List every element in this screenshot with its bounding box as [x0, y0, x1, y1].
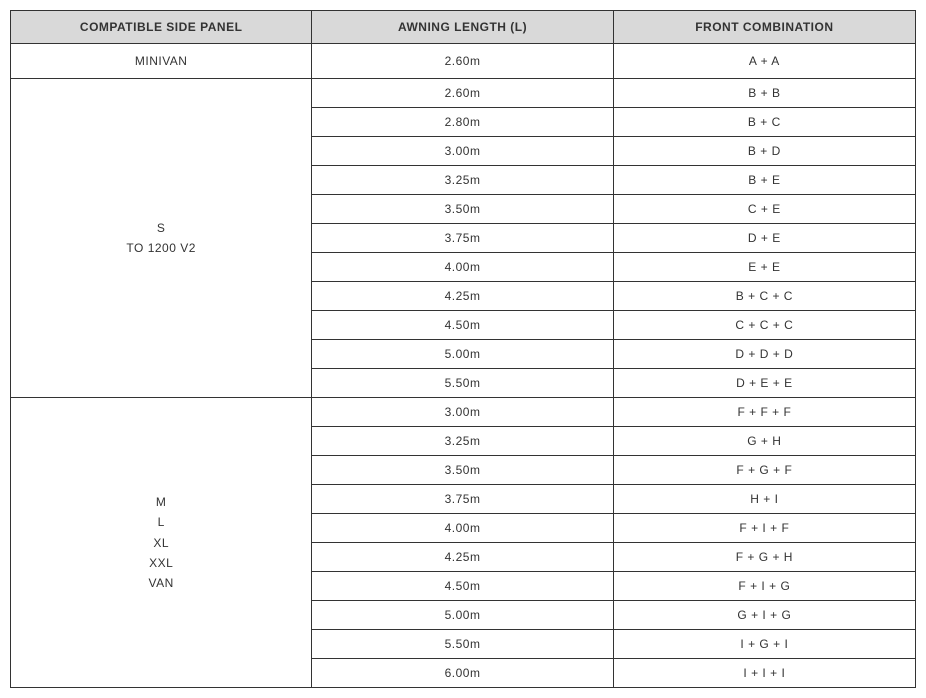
length-cell: 3.00m: [312, 398, 613, 427]
length-cell: 5.50m: [312, 369, 613, 398]
length-cell: 3.50m: [312, 195, 613, 224]
panel-line: XXL: [15, 553, 307, 573]
length-cell: 3.25m: [312, 166, 613, 195]
compatibility-table: COMPATIBLE SIDE PANEL AWNING LENGTH (L) …: [10, 10, 916, 688]
length-cell: 3.50m: [312, 456, 613, 485]
header-length: AWNING LENGTH (L): [312, 11, 613, 44]
table-header-row: COMPATIBLE SIDE PANEL AWNING LENGTH (L) …: [11, 11, 916, 44]
combination-cell: F + I + F: [613, 514, 915, 543]
table-row: MINIVAN2.60mA + A: [11, 44, 916, 79]
combination-cell: D + E: [613, 224, 915, 253]
length-cell: 3.00m: [312, 137, 613, 166]
length-cell: 4.00m: [312, 514, 613, 543]
length-cell: 2.60m: [312, 79, 613, 108]
length-cell: 5.00m: [312, 340, 613, 369]
combination-cell: B + C: [613, 108, 915, 137]
combination-cell: G + I + G: [613, 601, 915, 630]
table-row: STO 1200 V22.60mB + B: [11, 79, 916, 108]
length-cell: 3.75m: [312, 224, 613, 253]
combination-cell: C + E: [613, 195, 915, 224]
panel-cell: STO 1200 V2: [11, 79, 312, 398]
length-cell: 4.00m: [312, 253, 613, 282]
length-cell: 5.50m: [312, 630, 613, 659]
combination-cell: H + I: [613, 485, 915, 514]
combination-cell: B + E: [613, 166, 915, 195]
combination-cell: D + E + E: [613, 369, 915, 398]
combination-cell: A + A: [613, 44, 915, 79]
header-panel: COMPATIBLE SIDE PANEL: [11, 11, 312, 44]
length-cell: 3.25m: [312, 427, 613, 456]
length-cell: 3.75m: [312, 485, 613, 514]
combination-cell: G + H: [613, 427, 915, 456]
combination-cell: I + I + I: [613, 659, 915, 688]
combination-cell: F + G + H: [613, 543, 915, 572]
combination-cell: F + G + F: [613, 456, 915, 485]
length-cell: 2.60m: [312, 44, 613, 79]
length-cell: 5.00m: [312, 601, 613, 630]
panel-line: XL: [15, 533, 307, 553]
panel-line: TO 1200 V2: [15, 238, 307, 258]
panel-cell: MINIVAN: [11, 44, 312, 79]
length-cell: 6.00m: [312, 659, 613, 688]
table-row: MLXLXXLVAN3.00mF + F + F: [11, 398, 916, 427]
combination-cell: F + F + F: [613, 398, 915, 427]
combination-cell: F + I + G: [613, 572, 915, 601]
combination-cell: D + D + D: [613, 340, 915, 369]
length-cell: 4.25m: [312, 543, 613, 572]
combination-cell: B + B: [613, 79, 915, 108]
length-cell: 4.50m: [312, 311, 613, 340]
combination-cell: B + C + C: [613, 282, 915, 311]
length-cell: 2.80m: [312, 108, 613, 137]
panel-line: L: [15, 512, 307, 532]
panel-cell: MLXLXXLVAN: [11, 398, 312, 688]
combination-cell: E + E: [613, 253, 915, 282]
length-cell: 4.25m: [312, 282, 613, 311]
combination-cell: C + C + C: [613, 311, 915, 340]
length-cell: 4.50m: [312, 572, 613, 601]
panel-line: VAN: [15, 573, 307, 593]
header-combination: FRONT COMBINATION: [613, 11, 915, 44]
combination-cell: B + D: [613, 137, 915, 166]
combination-cell: I + G + I: [613, 630, 915, 659]
panel-line: MINIVAN: [15, 51, 307, 71]
panel-line: M: [15, 492, 307, 512]
panel-line: S: [15, 218, 307, 238]
table-body: MINIVAN2.60mA + ASTO 1200 V22.60mB + B2.…: [11, 44, 916, 688]
